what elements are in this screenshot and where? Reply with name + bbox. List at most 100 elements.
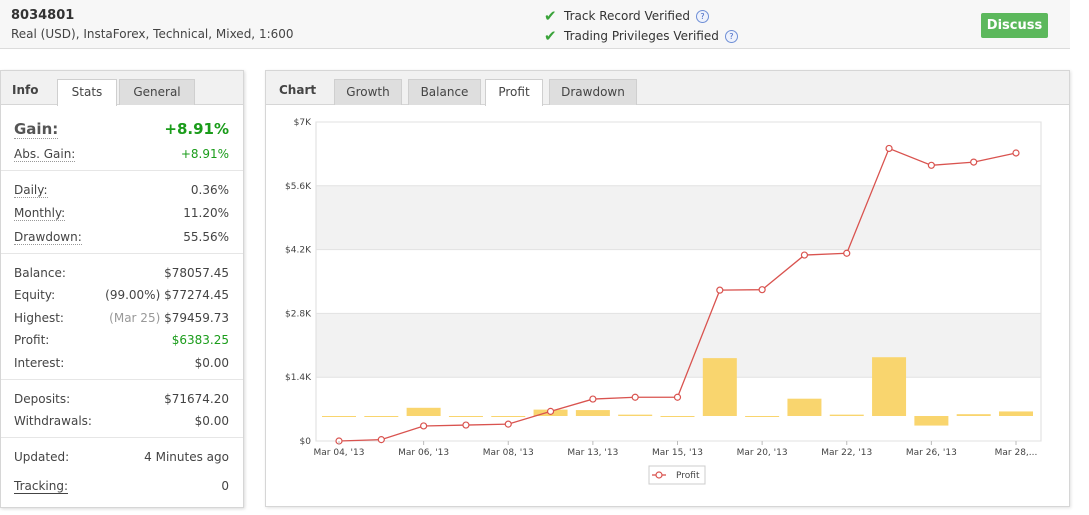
tab-general[interactable]: General bbox=[119, 79, 195, 105]
profit-bar[interactable] bbox=[702, 358, 737, 416]
profit-chart: $0 $1.4K $2.8K $4.2K $5.6K $7K Mar 04, '13 Mar … bbox=[285, 118, 1042, 485]
profit-bar[interactable] bbox=[660, 416, 695, 417]
profit-point[interactable] bbox=[673, 393, 682, 401]
x-tick-label: Mar 28,... bbox=[995, 448, 1038, 458]
legend-marker bbox=[655, 471, 663, 479]
equity-value: $77274.45 bbox=[164, 288, 229, 302]
grid-band bbox=[316, 313, 1041, 378]
y-tick-label: $1.4K bbox=[285, 373, 312, 383]
profit-point[interactable] bbox=[546, 407, 555, 415]
profit-point[interactable] bbox=[377, 436, 385, 444]
account-id: 8034801 bbox=[11, 8, 75, 23]
monthly-label[interactable]: Monthly: bbox=[14, 206, 66, 221]
track-record-label: Track Record Verified bbox=[564, 9, 690, 23]
profit-bar[interactable] bbox=[745, 416, 780, 417]
abs-gain-value: +8.91% bbox=[180, 147, 229, 161]
profit-point[interactable] bbox=[631, 393, 639, 401]
tab-balance[interactable]: Balance bbox=[408, 79, 481, 105]
legend-label[interactable]: Profit bbox=[676, 471, 700, 481]
deposits-row: Deposits: $71674.20 bbox=[14, 392, 229, 406]
tab-growth[interactable]: Growth bbox=[334, 79, 402, 105]
profit-row: Profit: $6383.25 bbox=[14, 333, 229, 347]
chart-tabbar: Chart Growth Balance Profit Drawdown bbox=[266, 71, 1069, 106]
y-tick-label: $5.6K bbox=[285, 182, 312, 192]
tracking-link[interactable]: Tracking: bbox=[14, 479, 68, 494]
grid-band bbox=[316, 122, 1041, 186]
daily-label[interactable]: Daily: bbox=[14, 183, 48, 198]
abs-gain-label[interactable]: Abs. Gain: bbox=[14, 147, 76, 162]
withdrawals-label: Withdrawals: bbox=[14, 414, 92, 428]
profit-point[interactable] bbox=[843, 249, 851, 257]
x-tick-label: Mar 13, '13 bbox=[567, 448, 618, 458]
tracking-value: 0 bbox=[221, 479, 229, 493]
divider bbox=[1, 170, 243, 171]
profit-point[interactable] bbox=[927, 161, 935, 169]
y-tick-label: $0 bbox=[300, 437, 312, 447]
trading-privileges-label: Trading Privileges Verified bbox=[564, 29, 719, 43]
x-tick-label: Mar 06, '13 bbox=[398, 448, 449, 458]
abs-gain-row: Abs. Gain: +8.91% bbox=[14, 147, 229, 162]
interest-label: Interest: bbox=[14, 356, 65, 370]
profit-bar[interactable] bbox=[999, 411, 1033, 416]
profit-bar[interactable] bbox=[364, 416, 399, 417]
equity-row: Equity: (99.00%) $77274.45 bbox=[14, 288, 229, 302]
profit-point[interactable] bbox=[716, 286, 724, 294]
chart-panel: Chart Growth Balance Profit Drawdown $0 $… bbox=[265, 70, 1070, 507]
balance-label: Balance: bbox=[14, 266, 66, 280]
profit-bar[interactable] bbox=[448, 416, 483, 417]
profit-bar[interactable] bbox=[618, 414, 653, 416]
profit-point[interactable] bbox=[1012, 149, 1020, 157]
info-tabbar: Info Stats General bbox=[1, 71, 243, 106]
withdrawals-row: Withdrawals: $0.00 bbox=[14, 414, 229, 428]
legend-box bbox=[648, 465, 706, 485]
gain-label[interactable]: Gain: bbox=[14, 120, 59, 139]
monthly-value: 11.20% bbox=[183, 206, 229, 220]
profit-point[interactable] bbox=[970, 158, 978, 166]
x-tick-label: Mar 04, '13 bbox=[314, 448, 365, 458]
divider bbox=[1, 379, 243, 380]
profit-value: $6383.25 bbox=[171, 333, 229, 347]
profit-point[interactable] bbox=[885, 144, 893, 153]
profit-bar[interactable] bbox=[575, 410, 610, 416]
interest-row: Interest: $0.00 bbox=[14, 356, 229, 370]
tracking-row: Tracking: 0 bbox=[14, 479, 229, 494]
grid-band bbox=[316, 185, 1041, 250]
help-icon[interactable]: ? bbox=[695, 9, 709, 23]
profit-point[interactable] bbox=[504, 420, 512, 428]
x-tick-label: Mar 22, '13 bbox=[821, 448, 872, 458]
profit-bar[interactable] bbox=[491, 416, 526, 417]
profit-point[interactable] bbox=[800, 251, 809, 259]
drawdown-label[interactable]: Drawdown: bbox=[14, 230, 82, 245]
balance-row: Balance: $78057.45 bbox=[14, 266, 229, 280]
x-tick-label: Mar 26, '13 bbox=[906, 448, 957, 458]
deposits-value: $71674.20 bbox=[164, 392, 229, 406]
profit-bar[interactable] bbox=[787, 398, 822, 416]
profit-bar[interactable] bbox=[914, 416, 949, 426]
withdrawals-value: $0.00 bbox=[194, 414, 229, 428]
equity-percent: (99.00%) bbox=[105, 288, 161, 302]
chart-title: Chart bbox=[279, 83, 317, 97]
profit-bar[interactable] bbox=[956, 414, 991, 416]
profit-point[interactable] bbox=[420, 422, 428, 430]
tab-drawdown[interactable]: Drawdown bbox=[549, 79, 637, 105]
profit-bar[interactable] bbox=[829, 414, 864, 416]
help-icon[interactable]: ? bbox=[724, 29, 738, 43]
info-title: Info bbox=[12, 83, 39, 97]
x-tick-label: Mar 20, '13 bbox=[737, 448, 788, 458]
discuss-button[interactable]: Discuss bbox=[981, 13, 1048, 38]
daily-row: Daily: 0.36% bbox=[14, 183, 229, 198]
divider bbox=[1, 437, 243, 438]
profit-bar[interactable] bbox=[406, 407, 441, 416]
y-tick-label: $2.8K bbox=[285, 309, 312, 319]
x-tick-label: Mar 15, '13 bbox=[652, 448, 703, 458]
tab-stats[interactable]: Stats bbox=[57, 79, 117, 106]
account-description: Real (USD), InstaForex, Technical, Mixed… bbox=[11, 27, 294, 41]
profit-point[interactable] bbox=[758, 286, 766, 294]
profit-point[interactable] bbox=[462, 421, 470, 429]
profit-point[interactable] bbox=[589, 395, 597, 403]
x-tick-label: Mar 08, '13 bbox=[483, 448, 534, 458]
tab-profit[interactable]: Profit bbox=[485, 79, 543, 106]
profit-bar[interactable] bbox=[322, 416, 356, 417]
grid-band bbox=[316, 249, 1041, 314]
profit-bar[interactable] bbox=[872, 357, 907, 416]
